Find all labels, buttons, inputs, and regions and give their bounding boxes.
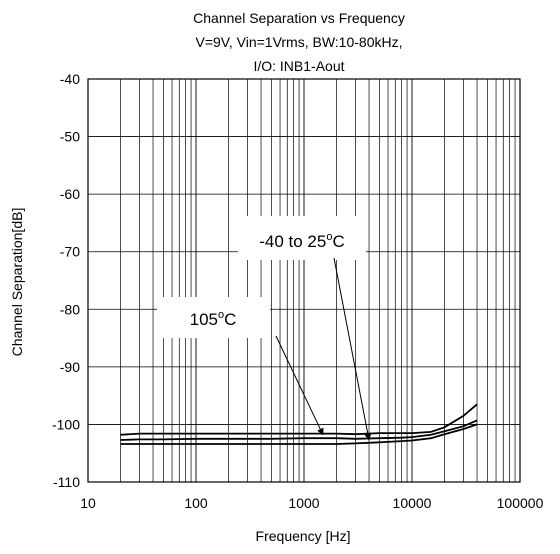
annotation-low-temp-unit: C — [332, 232, 344, 251]
y-axis-label: Channel Separation[dB] — [9, 208, 25, 357]
y-tick-label: -100 — [52, 416, 80, 432]
y-tick-label: -70 — [60, 244, 80, 260]
y-tick-label: -110 — [53, 474, 80, 490]
x-axis-label: Frequency [Hz] — [256, 528, 351, 544]
chart-title-line-2: V=9V, Vin=1Vrms, BW:10-80kHz, — [196, 34, 403, 50]
annotation-low-temp-value: -40 to 25 — [259, 232, 326, 251]
annotation-high-temp: 105oC — [157, 297, 323, 435]
y-tick-label: -50 — [60, 129, 80, 145]
y-tick-label: -60 — [60, 186, 80, 202]
y-tick-label: -80 — [60, 301, 80, 317]
x-tick-label: 10000 — [393, 495, 432, 511]
annotation-high-temp-unit: C — [224, 310, 236, 329]
x-tick-label: 1000 — [288, 495, 319, 511]
x-tick-label: 10 — [80, 495, 96, 511]
annotation-low-temp-label: -40 to 25oC — [259, 231, 345, 251]
annotation-high-temp-arrow — [276, 336, 323, 435]
y-tick-label: -40 — [60, 71, 80, 87]
y-tick-label: -90 — [60, 359, 80, 375]
x-tick-label: 100000 — [497, 495, 544, 511]
tick-labels: -110 -100 -90 -80 -70 -60 -50 -40 10 100 1000 10000… — [52, 71, 544, 511]
annotation-low-temp-arrow — [334, 258, 369, 440]
annotation-high-temp-label: 105oC — [190, 309, 237, 329]
annotation-high-temp-value: 105 — [190, 310, 218, 329]
chart-title-line-3: I/O: INB1-Aout — [253, 58, 344, 74]
chart-title-line-1: Channel Separation vs Frequency — [193, 10, 405, 26]
x-tick-label: 100 — [184, 495, 208, 511]
